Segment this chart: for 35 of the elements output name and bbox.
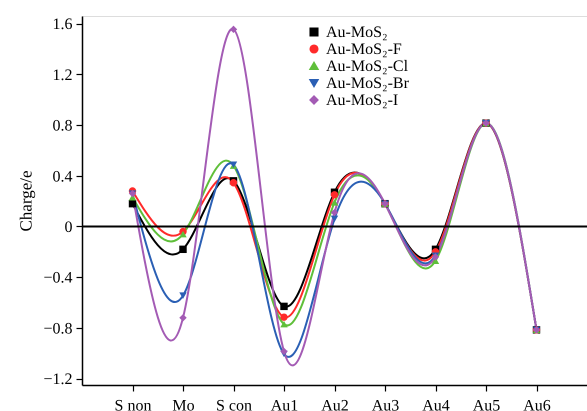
point xyxy=(179,292,187,299)
point xyxy=(280,302,288,310)
x-tick-label: Au3 xyxy=(372,398,400,411)
point xyxy=(330,208,338,216)
x-tick-label: Mo xyxy=(172,398,195,411)
y-tick-label: −0.4 xyxy=(43,270,72,287)
x-tick-label: S con xyxy=(216,398,252,411)
legend-label: Au-MoS₂-I xyxy=(326,92,398,109)
y-tick-label: −1.2 xyxy=(43,371,72,388)
x-tick-label: S non xyxy=(114,398,152,411)
x-tick-label: Au2 xyxy=(321,398,349,411)
legend-label: Au-MoS₂-Cl xyxy=(326,58,409,75)
legend-label: Au-MoS₂-F xyxy=(326,41,402,58)
point xyxy=(179,230,187,238)
y-tick-label: 1.6 xyxy=(52,16,72,34)
x-tick-label: Au4 xyxy=(422,398,450,411)
point xyxy=(280,348,288,356)
point xyxy=(179,246,187,254)
y-tick-label: 0.8 xyxy=(52,118,72,135)
y-tick-label: 0.4 xyxy=(52,168,72,186)
y-tick-label: 0 xyxy=(64,218,72,236)
legend-label: Au-MoS₂ xyxy=(326,24,388,41)
x-tick-label: Au5 xyxy=(472,398,500,411)
point xyxy=(330,216,338,222)
y-tick-label: −0.8 xyxy=(43,320,72,338)
point xyxy=(330,199,338,206)
y-axis-title: Charge/e xyxy=(16,170,36,232)
point xyxy=(330,191,338,198)
y-tick-label: 1.2 xyxy=(52,66,72,84)
point xyxy=(280,313,288,321)
x-tick-label: Au1 xyxy=(270,398,298,411)
legend-label: Au-MoS₂-Br xyxy=(326,75,410,92)
x-tick-label: Au6 xyxy=(523,398,551,411)
point xyxy=(280,320,288,328)
point xyxy=(230,26,238,34)
